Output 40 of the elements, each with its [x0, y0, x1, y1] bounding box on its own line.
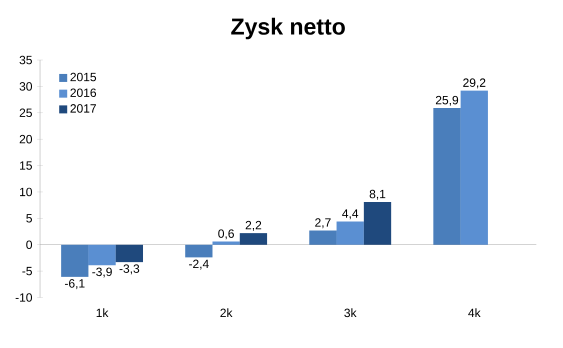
- bar: [212, 241, 240, 245]
- data-label: 8,1: [370, 190, 386, 200]
- data-label: 2,7: [315, 218, 331, 228]
- bar: [116, 244, 144, 262]
- bar: [185, 244, 212, 258]
- x-tick-label: 2k: [220, 308, 232, 317]
- bar: [61, 244, 88, 277]
- y-tick-label: 25: [20, 108, 32, 117]
- data-label: -3,9: [92, 267, 112, 278]
- bar: [460, 90, 488, 245]
- y-tick-label: 15: [20, 161, 32, 170]
- x-tick-label: 1k: [96, 308, 108, 317]
- data-label: 29,2: [463, 78, 486, 88]
- data-label: -2,4: [189, 260, 209, 270]
- bar: [88, 244, 116, 266]
- bar: [240, 233, 268, 245]
- data-label: -6,1: [64, 279, 85, 289]
- y-tick-label: 10: [20, 188, 32, 196]
- y-tick-label: 35: [20, 56, 32, 64]
- y-tick-label: 20: [20, 134, 32, 144]
- legend-label: 2017: [70, 104, 96, 113]
- data-label: -3,3: [120, 264, 140, 274]
- data-label: 4,4: [342, 209, 358, 220]
- data-label: 25,9: [436, 96, 458, 106]
- x-tick-label: 3k: [344, 308, 357, 318]
- chart-title: Zysk netto: [231, 18, 345, 40]
- bar: [433, 108, 461, 245]
- y-tick-label: 5: [26, 214, 32, 222]
- y-tick-label: 30: [20, 82, 32, 91]
- data-label: 2,2: [246, 220, 262, 231]
- legend-label: 2016: [70, 88, 96, 97]
- legend-label: 2015: [70, 72, 96, 82]
- bar: [336, 221, 364, 245]
- bar: [364, 202, 392, 245]
- x-tick-label: 4k: [468, 308, 481, 317]
- data-label: 0,6: [218, 229, 234, 240]
- bar: [309, 230, 337, 245]
- y-tick-label: -10: [16, 293, 32, 302]
- y-tick-label: -5: [22, 266, 32, 276]
- y-tick-label: 0: [26, 240, 32, 249]
